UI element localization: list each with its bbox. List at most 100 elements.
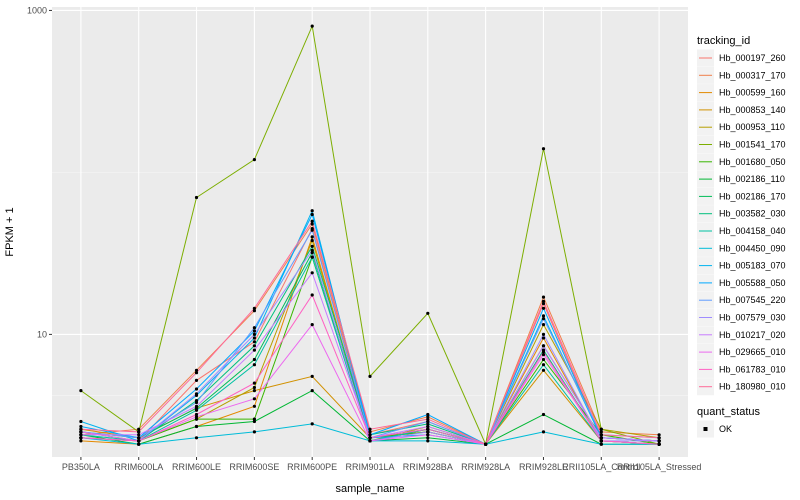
- data-point: [657, 433, 661, 437]
- data-point: [252, 332, 256, 336]
- data-point: [194, 371, 199, 375]
- data-point: [252, 306, 256, 310]
- data-point: [310, 238, 314, 243]
- data-point: [368, 427, 372, 431]
- legend-label: Hb_001541_170: [719, 140, 786, 150]
- legend-label: Hb_005183_070: [719, 261, 786, 271]
- x-tick-label: RRIM600LE: [172, 462, 221, 472]
- data-point: [541, 350, 546, 354]
- y-tick-label: 10: [37, 329, 47, 339]
- data-point: [252, 344, 256, 348]
- data-point: [541, 357, 546, 362]
- data-point: [599, 442, 603, 446]
- data-point: [194, 436, 199, 440]
- x-tick-label: RRII105LA_Stressed: [617, 462, 702, 472]
- legend-label: Hb_180980_010: [719, 382, 786, 392]
- data-point: [426, 424, 430, 429]
- data-point: [426, 422, 430, 426]
- data-point: [310, 244, 314, 248]
- legend-label: Hb_002186_110: [719, 174, 785, 184]
- x-tick-label: RRIM928BA: [403, 462, 453, 472]
- data-point: [368, 433, 372, 437]
- data-point: [79, 389, 83, 393]
- data-point: [194, 368, 199, 372]
- data-point: [310, 24, 314, 28]
- data-point: [541, 317, 546, 321]
- data-point: [426, 311, 430, 315]
- data-point: [79, 430, 83, 434]
- data-point: [79, 424, 83, 429]
- data-point: [310, 374, 314, 378]
- data-point: [194, 195, 199, 200]
- data-point: [310, 212, 314, 217]
- legend-title: tracking_id: [697, 35, 750, 47]
- legend-label: Hb_010217_020: [719, 330, 786, 340]
- data-point: [137, 442, 141, 446]
- data-point: [252, 357, 256, 362]
- x-tick-label: RRIM901LA: [345, 462, 394, 472]
- data-point: [252, 340, 256, 344]
- x-axis: PB350LA RRIM600LA RRIM600LE RRIM600SE RRIM60…: [62, 457, 701, 472]
- data-point: [252, 309, 256, 313]
- data-point: [599, 433, 603, 437]
- data-point: [252, 397, 256, 401]
- data-point: [252, 329, 256, 333]
- data-point: [137, 433, 141, 437]
- data-point: [657, 436, 661, 440]
- data-point: [194, 424, 199, 429]
- legend-label: Hb_061783_010: [719, 364, 786, 374]
- data-point: [310, 323, 314, 327]
- data-point: [310, 271, 314, 275]
- data-point: [541, 368, 546, 372]
- x-tick-label: RRIM928LE: [519, 462, 568, 472]
- data-point: [541, 430, 546, 434]
- data-point: [541, 332, 546, 336]
- data-point: [426, 436, 430, 440]
- data-point: [252, 419, 256, 424]
- data-point: [310, 228, 314, 232]
- data-point: [368, 374, 372, 378]
- legend-label: Hb_000317_170: [719, 70, 786, 80]
- data-point: [137, 430, 141, 434]
- data-point: [252, 385, 256, 390]
- data-point: [541, 353, 546, 357]
- legend-items: Hb_000197_260 Hb_000317_170 Hb_000599_160 H…: [697, 49, 786, 396]
- data-point: [541, 314, 546, 318]
- data-point: [194, 417, 199, 421]
- data-point: [194, 378, 199, 382]
- data-point: [310, 219, 314, 223]
- legend-label: Hb_007545_220: [719, 295, 786, 305]
- data-point: [137, 439, 141, 443]
- data-point: [252, 381, 256, 385]
- data-point: [252, 417, 256, 421]
- data-point: [541, 412, 546, 417]
- data-point: [194, 387, 199, 391]
- data-point: [541, 344, 546, 348]
- legend-label: Hb_002186_170: [719, 191, 786, 201]
- data-point: [79, 439, 83, 443]
- data-point: [541, 147, 546, 151]
- x-tick-label: RRIM928LA: [461, 462, 510, 472]
- data-point: [426, 412, 430, 417]
- legend-label: Hb_000197_260: [719, 53, 786, 63]
- data-point: [599, 439, 603, 443]
- data-point: [426, 439, 430, 443]
- x-tick-label: RRIM600SE: [229, 462, 279, 472]
- data-point: [137, 427, 141, 431]
- legend-shape-items: OK: [697, 420, 732, 438]
- data-point: [426, 419, 430, 424]
- data-point: [252, 363, 256, 367]
- data-point: [252, 326, 256, 330]
- legend-label: Hb_004450_090: [719, 243, 786, 253]
- data-point: [368, 439, 372, 443]
- legend: tracking_id Hb_000197_260 Hb_000317_170 Hb…: [697, 35, 786, 438]
- data-point: [194, 408, 199, 412]
- legend-label: Hb_003582_030: [719, 209, 786, 219]
- data-point: [252, 336, 256, 340]
- data-point: [252, 389, 256, 393]
- legend-label: Hb_000953_110: [719, 122, 785, 132]
- data-point: [541, 299, 546, 303]
- data-point: [426, 417, 430, 421]
- legend-label: Hb_000853_140: [719, 105, 786, 115]
- data-point: [541, 323, 546, 327]
